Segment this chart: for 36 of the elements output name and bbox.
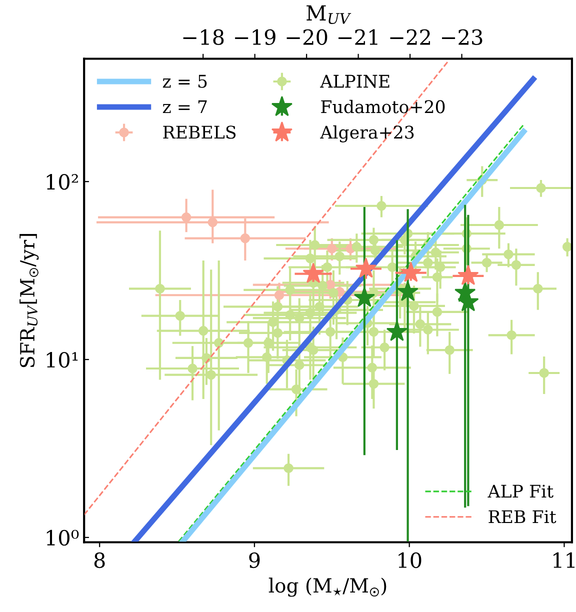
point — [355, 258, 377, 278]
x-tick-label: 9 — [249, 552, 260, 568]
point — [400, 262, 422, 282]
x2-tick-label: −19 — [235, 29, 276, 45]
legend-label: Fudamoto+20 — [321, 100, 445, 114]
legend-label: REB Fit — [488, 510, 556, 524]
y-tick-label: 10⁰ — [46, 530, 79, 546]
point — [458, 264, 479, 286]
point — [240, 233, 250, 244]
y-axis-title: SFR$_{UV}$[M$_{☉}$/yr] — [20, 234, 39, 368]
legend-label: ALPINE — [320, 74, 390, 88]
x2-tick-label: −23 — [442, 29, 482, 45]
y-tick-label: 10² — [46, 174, 78, 190]
x-tick-label: 10 — [398, 552, 422, 568]
y-tick-label: 10¹ — [46, 352, 78, 368]
point — [386, 320, 408, 341]
x-tick-label: 11 — [554, 552, 575, 568]
point — [208, 217, 218, 228]
legend-label: Algera+23 — [320, 125, 414, 142]
point — [274, 290, 284, 300]
x2-axis-title: M$_{UV}$ — [306, 5, 352, 24]
point — [327, 244, 337, 254]
x2-tick-label: −22 — [390, 29, 430, 45]
point — [354, 286, 376, 307]
x2-tick-label: −21 — [338, 29, 378, 45]
legend-label: z = 5 — [162, 74, 207, 88]
point — [181, 212, 192, 222]
point — [302, 262, 324, 283]
x2-tick-label: −20 — [286, 29, 328, 45]
x2-tick-label: −18 — [183, 29, 224, 45]
x-axis-title: log (M$_{⋆}$/M$_{☉}$) — [268, 578, 386, 597]
legend-label: z = 7 — [162, 100, 207, 114]
legend-label: ALP Fit — [488, 484, 554, 498]
point — [397, 280, 418, 301]
x-tick-label: 8 — [94, 552, 105, 568]
legend-label: REBELS — [163, 126, 236, 139]
